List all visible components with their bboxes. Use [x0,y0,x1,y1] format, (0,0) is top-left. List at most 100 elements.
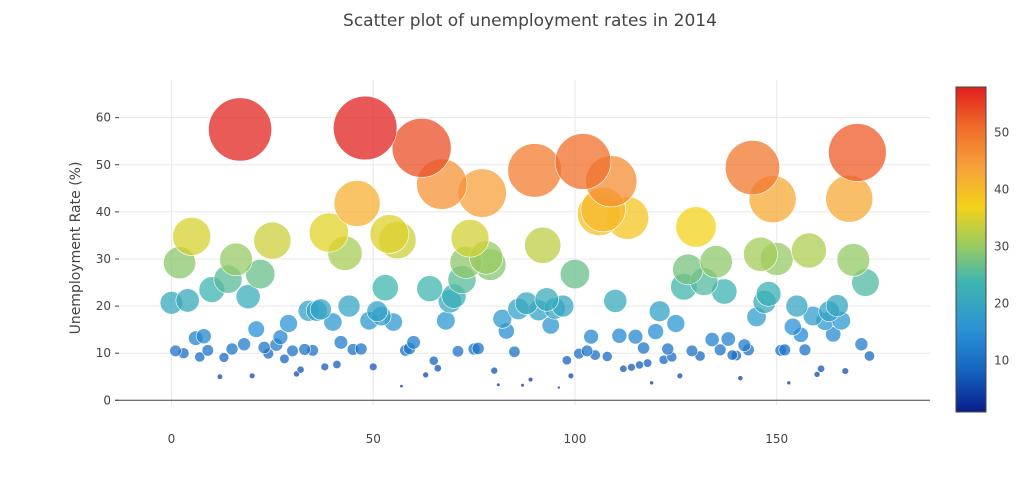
scatter-point [603,289,628,313]
scatter-point [704,332,720,347]
scatter-point [786,380,792,386]
colorbar: 10 20 30 40 50 [955,86,1009,413]
scatter-point [333,180,381,227]
scatter-point [471,342,485,355]
scatter-point [619,364,628,373]
scatter-point [825,174,874,223]
x-tick-label: 0 [168,432,176,446]
scatter-point [237,337,251,352]
colorbar-tick-label: 50 [994,126,1009,140]
scatter-point [676,372,684,379]
scatter-point [541,316,560,335]
scatter-point [675,206,717,248]
scatter-point [247,320,265,338]
scatter-point [685,344,699,357]
scatter-point [627,363,636,372]
scatter-point [195,328,212,345]
scatter-point [422,371,429,379]
scatter-point [737,338,752,352]
scatter-point [433,364,442,373]
data-points [159,95,887,390]
scatter-point [672,253,704,285]
y-tick-label: 40 [96,205,111,219]
scatter-point [601,351,613,362]
colorbar-tick-label: 30 [994,240,1009,254]
y-tick-label: 10 [96,346,111,360]
scatter-point [813,371,821,378]
scatter-point [309,298,332,321]
scatter-point [561,355,572,366]
scatter-point [354,342,368,356]
scatter-point [436,311,456,331]
chart-title: Scatter plot of unemployment rates in 20… [343,11,717,31]
y-tick-label: 20 [96,299,111,313]
y-tick-label: 60 [96,111,111,125]
scatter-point [828,123,887,182]
scatter-point [333,335,349,350]
scatter-point [642,358,653,368]
y-tick-label: 0 [103,393,111,407]
colorbar-tick-label: 20 [994,297,1009,311]
scatter-point [524,226,562,264]
scatter-point [649,380,654,386]
scatter-point [791,232,827,269]
scatter-point [450,219,490,258]
scatter-point [416,275,444,302]
scatter-point [508,345,521,358]
scatter-point [637,341,650,355]
scatter-point [399,384,404,389]
scatter-point [863,350,875,362]
scatter-point [219,242,253,277]
scatter-point [527,376,534,383]
scatter-point [648,300,671,322]
scatter-point [369,362,378,372]
scatter-point [825,326,842,343]
colorbar-ticks: 10 20 30 40 50 [994,126,1009,368]
scatter-point [428,355,439,366]
scatter-point [534,287,559,312]
scatter-point [490,366,499,375]
scatter-point [611,327,628,344]
scatter-point [279,314,298,333]
scatter-point [580,344,594,357]
scatter-point [371,274,399,302]
x-tick-label: 100 [563,432,586,446]
scatter-point [218,352,230,363]
scatter-point [713,343,727,357]
scatter-point [225,342,239,356]
scatter-point [720,331,736,347]
colorbar-gradient [955,86,987,413]
scatter-point [778,343,791,357]
scatter-point [391,118,452,178]
scatter-point [298,343,311,356]
scatter-point [841,367,849,375]
y-axis-title: Unemployment Rate (%) [68,162,84,335]
scatter-point [507,143,562,198]
scatter-point [248,372,256,379]
scatter-point [798,343,812,357]
x-tick-label: 50 [366,432,381,446]
scatter-point [825,294,849,318]
scatter-point [235,284,261,310]
scatter-point [559,259,590,290]
scatter-point [194,351,206,363]
scatter-point [337,294,361,318]
scatter-point [320,362,330,372]
scatter-point [554,133,612,190]
scatter-point [785,294,809,318]
scatter-point [699,245,733,279]
scatter-point [175,288,200,313]
scatter-point [567,372,575,379]
axes: 0 50 100 150 0 10 20 30 40 50 60 [96,111,930,446]
scatter-point [627,329,644,345]
scatter-point [817,364,826,373]
scatter-point [201,344,214,357]
scatter-point [296,365,305,374]
scatter-point [172,216,212,256]
scatter-point [208,97,272,162]
scatter-point [520,383,525,388]
scatter-point [583,329,599,345]
scatter-point [666,314,686,333]
scatter-point [647,323,664,340]
